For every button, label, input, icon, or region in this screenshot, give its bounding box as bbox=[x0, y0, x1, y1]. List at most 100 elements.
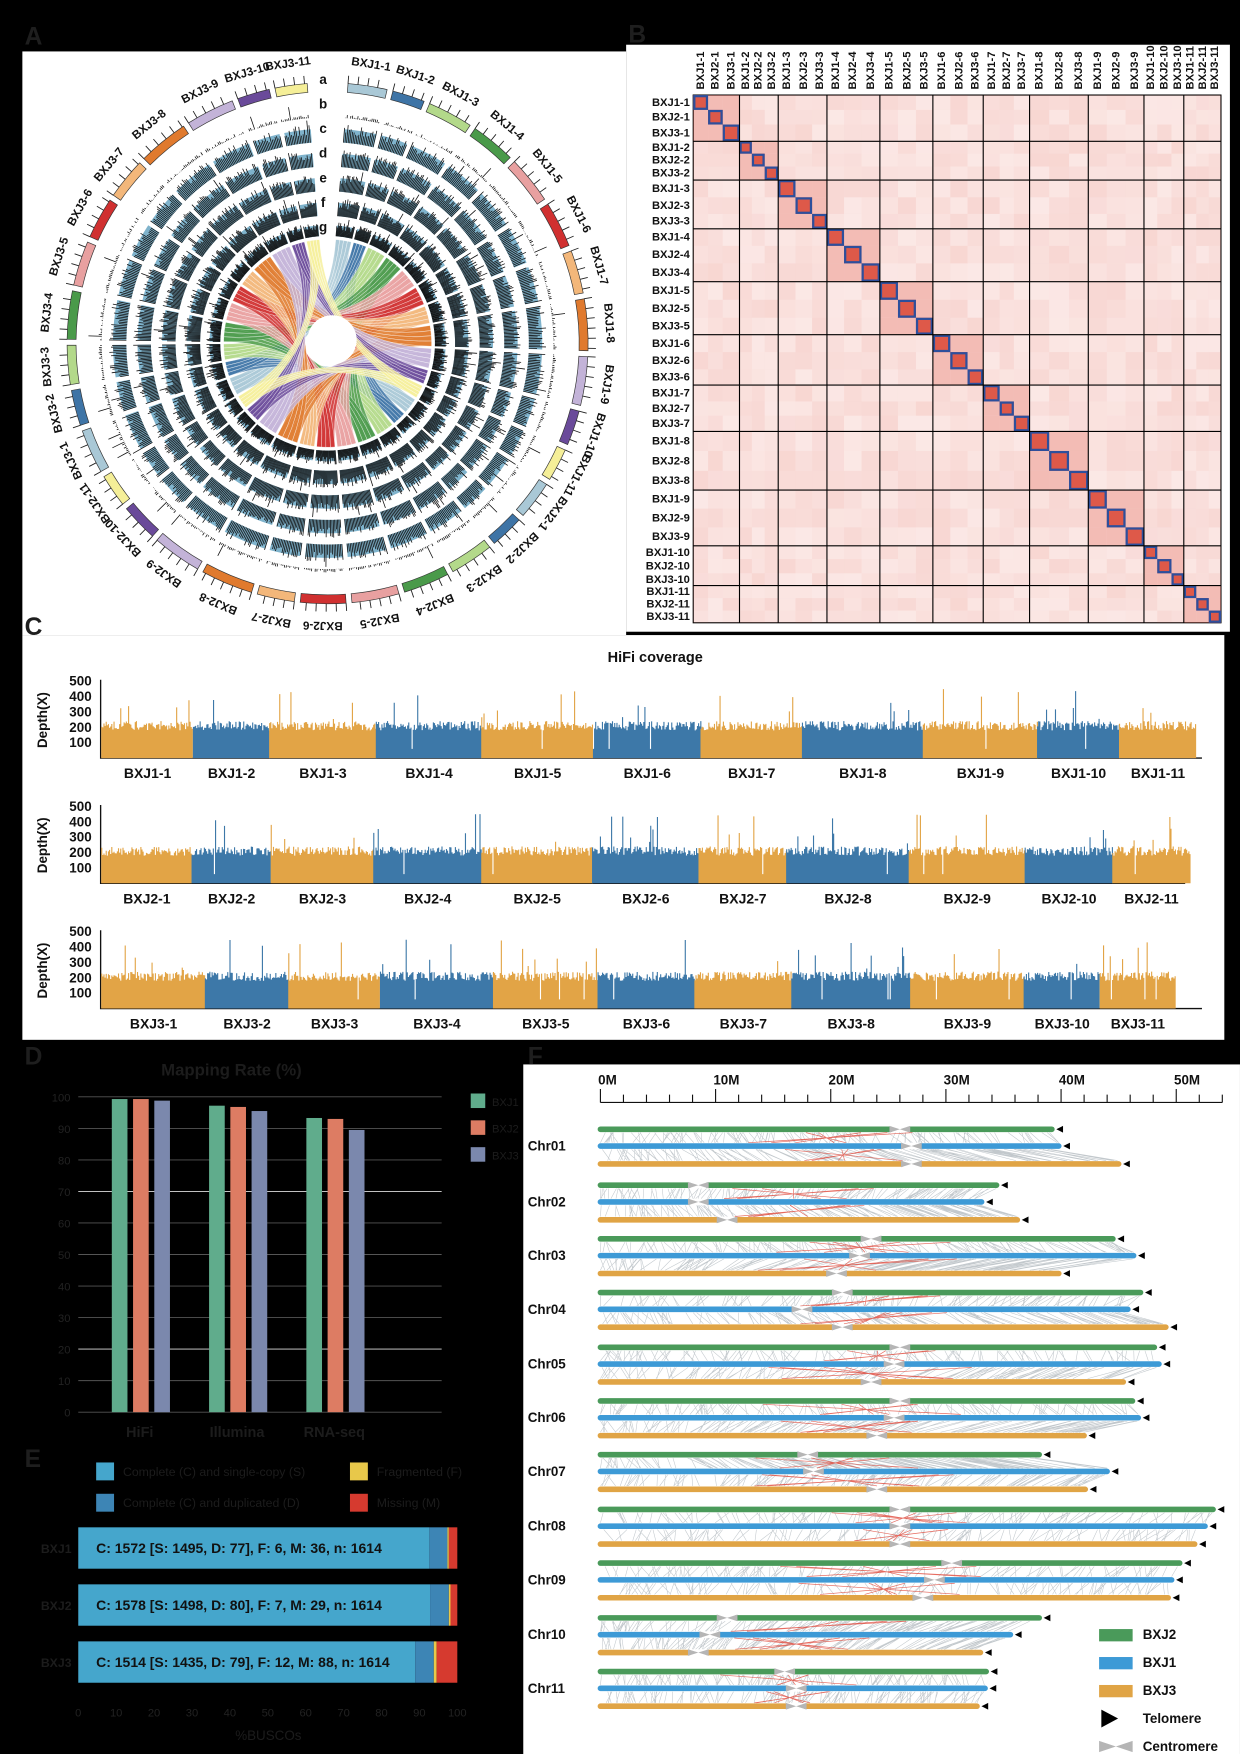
hic-cell bbox=[1183, 197, 1197, 214]
hic-cell bbox=[915, 527, 933, 546]
hic-cell bbox=[722, 470, 740, 491]
hic-cell bbox=[1143, 124, 1158, 142]
hic-cell bbox=[722, 213, 740, 229]
ideogram-BXJ3-10 bbox=[237, 88, 272, 108]
hic-cell bbox=[1069, 490, 1089, 509]
coverage-ytick: 100 bbox=[69, 986, 91, 1001]
hic-cell bbox=[983, 352, 1000, 370]
hic-chromosome-outline bbox=[1171, 573, 1184, 586]
hic-cell bbox=[751, 299, 765, 318]
hic-cell bbox=[795, 559, 813, 574]
hic-cell bbox=[999, 213, 1014, 229]
track-histogram bbox=[339, 172, 365, 196]
hic-cell bbox=[1049, 263, 1070, 282]
track-histogram bbox=[380, 499, 417, 528]
hic-cell bbox=[1049, 369, 1070, 386]
hic-cell bbox=[812, 153, 827, 167]
inversion-links bbox=[734, 1637, 870, 1650]
track-histogram bbox=[396, 415, 417, 434]
inversion-links bbox=[784, 1149, 903, 1161]
hic-cell bbox=[915, 415, 933, 432]
hic-cell bbox=[1013, 109, 1030, 125]
coverage-chromosome-label: BXJ3-5 bbox=[522, 1016, 570, 1032]
hic-cell bbox=[778, 369, 796, 386]
hic-cell bbox=[739, 573, 752, 586]
coverage-chromosome-label: BXJ1-1 bbox=[124, 765, 172, 781]
telomere-icon bbox=[1117, 1235, 1125, 1243]
hic-cell bbox=[861, 610, 880, 623]
coverage-bars-BXJ3-11 bbox=[1099, 942, 1176, 1009]
hic-cell bbox=[764, 109, 779, 125]
hic-cell bbox=[844, 385, 862, 402]
hic-cell bbox=[693, 166, 709, 181]
hic-cell bbox=[999, 598, 1014, 611]
hic-row-label: BXJ1-7 bbox=[652, 388, 690, 400]
hic-cell bbox=[778, 545, 796, 560]
telomere-icon bbox=[1158, 1343, 1166, 1351]
hic-cell bbox=[778, 124, 796, 142]
synteny-legend-label: Telomere bbox=[1143, 1711, 1202, 1726]
hic-cell bbox=[915, 197, 933, 214]
hic-cell bbox=[1157, 415, 1172, 432]
telomere-icon bbox=[1163, 1360, 1171, 1368]
mapping-category-label: RNA-seq bbox=[304, 1425, 365, 1441]
hic-cell bbox=[1049, 124, 1070, 142]
hic-cell bbox=[739, 281, 752, 300]
hic-cell bbox=[999, 610, 1014, 623]
hic-column-label: BXJ1-3 bbox=[781, 52, 793, 90]
hic-cell bbox=[778, 573, 796, 586]
hic-cell bbox=[1143, 470, 1158, 491]
hic-cell bbox=[778, 431, 796, 451]
ideogram-BXJ3-2 bbox=[71, 388, 90, 426]
hic-cell bbox=[1106, 352, 1126, 370]
hic-cell bbox=[1106, 299, 1126, 318]
hic-cell bbox=[812, 281, 827, 300]
hic-diagonal-block bbox=[1143, 545, 1158, 560]
ideogram-ticks bbox=[497, 519, 526, 547]
coverage-chromosome-label: BXJ2-11 bbox=[1124, 890, 1179, 906]
hic-cell bbox=[812, 334, 827, 353]
synteny-links bbox=[600, 1620, 1030, 1632]
coverage-chromosome-label: BXJ1-5 bbox=[514, 765, 562, 781]
track-histogram bbox=[304, 567, 345, 573]
hic-cell bbox=[1069, 109, 1089, 125]
hic-cell bbox=[693, 213, 709, 229]
hic-cell bbox=[915, 334, 933, 353]
busco-xtick: 90 bbox=[413, 1707, 425, 1719]
hic-cell bbox=[795, 385, 813, 402]
hic-cell bbox=[861, 490, 880, 509]
hic-cell bbox=[932, 180, 951, 198]
hic-cell bbox=[722, 153, 740, 167]
hic-cell bbox=[950, 95, 968, 110]
hic-cell bbox=[1208, 124, 1221, 142]
track-histogram bbox=[204, 362, 226, 381]
busco-row-label: BXJ3 bbox=[41, 1656, 72, 1670]
hic-cell bbox=[1088, 450, 1107, 471]
track-histogram bbox=[415, 134, 453, 154]
hic-cell bbox=[778, 228, 796, 246]
hic-cell bbox=[1208, 450, 1221, 471]
track-histogram bbox=[359, 202, 382, 225]
hic-cell bbox=[739, 109, 752, 125]
hic-cell bbox=[983, 180, 1000, 198]
hic-cell bbox=[1183, 317, 1197, 335]
hic-cell bbox=[999, 585, 1014, 599]
hic-cell bbox=[844, 95, 862, 110]
track-histogram bbox=[147, 403, 175, 438]
hic-cell bbox=[861, 559, 880, 574]
hic-cell bbox=[861, 585, 880, 599]
hic-cell bbox=[1183, 180, 1197, 198]
track-histogram bbox=[276, 513, 306, 537]
hic-cell bbox=[932, 369, 951, 386]
hic-cell bbox=[999, 450, 1014, 471]
hic-cell bbox=[1183, 213, 1197, 229]
hic-cell bbox=[764, 559, 779, 574]
hic-cell bbox=[1106, 166, 1126, 181]
hic-cell bbox=[897, 450, 916, 471]
hic-cell bbox=[1143, 508, 1158, 528]
hic-cell bbox=[812, 124, 827, 142]
track-histogram bbox=[388, 244, 415, 267]
hic-group-divider bbox=[693, 95, 1221, 623]
hic-cell bbox=[950, 228, 968, 246]
track-histogram bbox=[436, 395, 459, 417]
